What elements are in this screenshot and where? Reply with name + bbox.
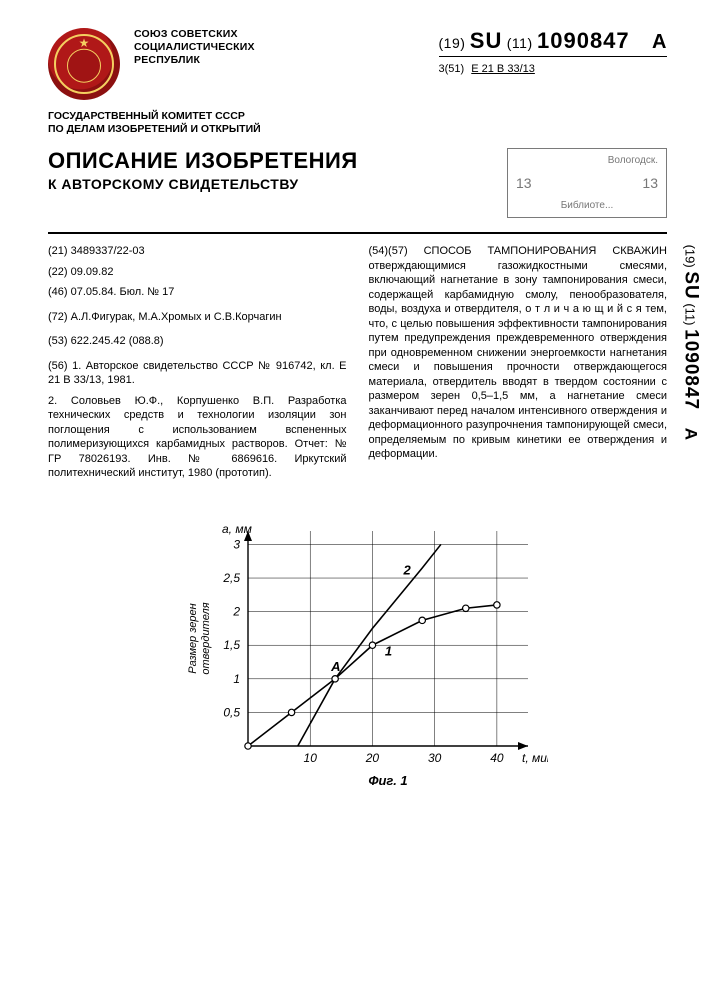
two-columns: (21) 3489337/22-03 (22) 09.09.82 (46) 07… (48, 244, 667, 487)
su-code: SU (470, 28, 503, 53)
left-column: (21) 3489337/22-03 (22) 09.09.82 (46) 07… (48, 244, 347, 487)
chart-container: 10 20 30 40 0,5 1 1,5 2 2,5 3 2 1 Аа, мм t, мин Размер… (48, 511, 667, 791)
svg-text:Фиг. 1: Фиг. 1 (368, 773, 407, 788)
field-21: (21) 3489337/22-03 (48, 244, 347, 259)
right-column: (54)(57) СПОСОБ ТАМПОНИРОВАНИЯ СКВАЖИН о… (369, 244, 668, 487)
abstract-body: (54)(57) СПОСОБ ТАМПОНИРОВАНИЯ СКВАЖИН о… (369, 244, 668, 462)
stamp-right-num: 13 (642, 175, 658, 191)
svg-text:А: А (330, 659, 340, 674)
stamp-top: Вологодск. (516, 155, 658, 166)
side-su-prefix: (19) (682, 245, 697, 268)
committee-name: ГОСУДАРСТВЕННЫЙ КОМИТЕТ СССР ПО ДЕЛАМ ИЗ… (48, 110, 667, 136)
svg-text:10: 10 (303, 751, 317, 765)
side-patent-tail: A (681, 428, 700, 440)
svg-text:1: 1 (384, 643, 391, 658)
field-22: (22) 09.09.82 (48, 265, 347, 280)
side-su-sub: (11) (682, 303, 697, 325)
field-53: (53) 622.245.42 (088.8) (48, 334, 347, 349)
field-56b: 2. Соловьев Ю.Ф., Корпушенко В.П. Разраб… (48, 394, 347, 481)
doc-subtitle: К АВТОРСКОМУ СВИДЕТЕЛЬСТВУ (48, 176, 358, 192)
class-code: Е 21 В 33/13 (471, 63, 535, 75)
title-block: ОПИСАНИЕ ИЗОБРЕТЕНИЯ К АВТОРСКОМУ СВИДЕТ… (48, 148, 667, 218)
svg-text:0,5: 0,5 (223, 705, 240, 719)
union-name: СОЮЗ СОВЕТСКИХ СОЦИАЛИСТИЧЕСКИХ РЕСПУБЛИ… (134, 28, 255, 67)
classification-line: 3(51) Е 21 В 33/13 (439, 63, 668, 75)
svg-text:40: 40 (490, 751, 504, 765)
side-patent-id: (19) SU (11) 1090847 A (679, 245, 701, 440)
class-prefix: 3(51) (439, 63, 465, 75)
side-su-code: SU (680, 271, 701, 299)
patent-tail: A (652, 31, 667, 53)
stamp-bottom: Библиоте... (516, 200, 658, 211)
field-46: (46) 07.05.84. Бюл. № 17 (48, 285, 347, 300)
doc-title: ОПИСАНИЕ ИЗОБРЕТЕНИЯ (48, 148, 358, 174)
svg-text:1: 1 (233, 672, 240, 686)
figure-1-chart: 10 20 30 40 0,5 1 1,5 2 2,5 3 2 1 Аа, мм t, мин Размер… (168, 511, 548, 791)
svg-text:20: 20 (364, 751, 379, 765)
svg-text:1,5: 1,5 (223, 638, 240, 652)
svg-text:а, мм: а, мм (222, 522, 252, 536)
library-stamp: Вологодск. 13 13 Библиоте... (507, 148, 667, 218)
svg-text:2,5: 2,5 (222, 571, 240, 585)
svg-text:Размер зеренотвердителя: Размер зеренотвердителя (187, 602, 212, 674)
svg-text:2: 2 (402, 563, 411, 578)
ussr-emblem (48, 28, 120, 100)
svg-text:t, мин: t, мин (522, 751, 548, 765)
field-72: (72) А.Л.Фигурак, М.А.Хромых и С.В.Корча… (48, 310, 347, 325)
patent-id-line: (19) SU (11) 1090847 A (439, 28, 668, 54)
svg-text:2: 2 (232, 605, 240, 619)
su-sub: (11) (507, 35, 533, 51)
side-patent-number: 1090847 (680, 329, 701, 410)
field-56a: (56) 1. Авторское свидетельство СССР № 9… (48, 359, 347, 388)
header-row: СОЮЗ СОВЕТСКИХ СОЦИАЛИСТИЧЕСКИХ РЕСПУБЛИ… (48, 28, 667, 100)
patent-id-block: (19) SU (11) 1090847 A 3(51) Е 21 В 33/1… (439, 28, 668, 75)
su-prefix: (19) (439, 35, 466, 51)
svg-text:3: 3 (233, 537, 240, 551)
svg-text:30: 30 (427, 751, 441, 765)
id-underline (439, 56, 668, 57)
divider (48, 232, 667, 234)
patent-number: 1090847 (537, 28, 630, 53)
stamp-left-num: 13 (516, 175, 532, 191)
